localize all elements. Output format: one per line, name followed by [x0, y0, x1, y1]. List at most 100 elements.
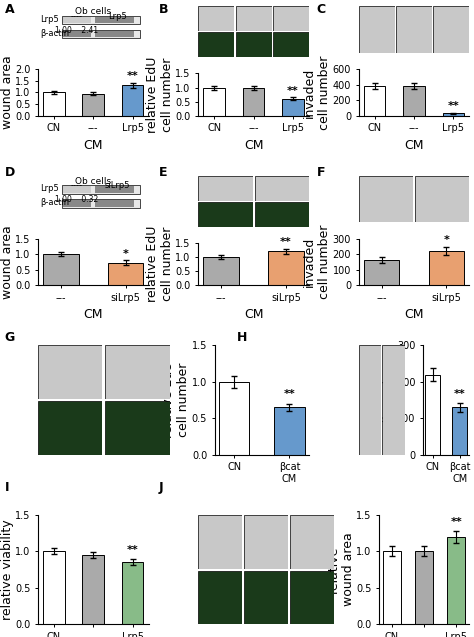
FancyBboxPatch shape: [38, 401, 102, 455]
FancyBboxPatch shape: [105, 345, 170, 399]
Bar: [268, 252, 304, 285]
Y-axis label: invaded
cell number: invaded cell number: [368, 363, 396, 437]
X-axis label: CM: CM: [404, 308, 424, 322]
Bar: [364, 86, 385, 116]
Text: *: *: [444, 236, 449, 245]
Bar: [364, 260, 400, 285]
Bar: [282, 99, 304, 116]
Text: Lrp5: Lrp5: [40, 15, 59, 24]
Text: C: C: [317, 3, 326, 16]
FancyBboxPatch shape: [198, 571, 242, 624]
Text: 1.00    2.41: 1.00 2.41: [55, 26, 98, 35]
Bar: [219, 382, 249, 455]
Text: siLrp5: siLrp5: [105, 182, 130, 190]
Text: H: H: [237, 331, 247, 344]
Y-axis label: invaded
cell number: invaded cell number: [303, 55, 331, 130]
Bar: [43, 552, 64, 624]
FancyBboxPatch shape: [62, 185, 140, 194]
FancyBboxPatch shape: [198, 176, 253, 201]
FancyBboxPatch shape: [359, 345, 381, 455]
Text: β-actin: β-actin: [40, 29, 69, 38]
Text: β-actin: β-actin: [40, 198, 69, 208]
Bar: [443, 113, 464, 116]
Text: F: F: [317, 166, 325, 178]
Text: ----: ----: [71, 182, 82, 190]
X-axis label: CM: CM: [244, 308, 264, 322]
Y-axis label: relative EdU
cell number: relative EdU cell number: [146, 226, 174, 303]
Text: Ob cells: Ob cells: [75, 7, 111, 17]
FancyBboxPatch shape: [382, 345, 405, 455]
X-axis label: CM: CM: [244, 139, 264, 152]
Bar: [122, 85, 144, 116]
Text: D: D: [5, 166, 15, 178]
Bar: [383, 552, 401, 624]
FancyBboxPatch shape: [290, 571, 334, 624]
Y-axis label: invaded
cell number: invaded cell number: [303, 225, 331, 299]
FancyBboxPatch shape: [62, 199, 140, 208]
Y-axis label: relative
wound area: relative wound area: [327, 533, 355, 606]
Text: I: I: [5, 481, 9, 494]
Bar: [108, 263, 144, 285]
Text: A: A: [5, 3, 14, 16]
FancyBboxPatch shape: [95, 200, 134, 206]
FancyBboxPatch shape: [359, 6, 394, 53]
Bar: [428, 251, 464, 285]
Bar: [403, 86, 425, 116]
FancyBboxPatch shape: [62, 30, 140, 38]
FancyBboxPatch shape: [273, 32, 309, 57]
FancyBboxPatch shape: [359, 176, 413, 222]
Text: J: J: [159, 481, 164, 494]
FancyBboxPatch shape: [244, 515, 288, 568]
FancyBboxPatch shape: [244, 571, 288, 624]
Text: Ob cells: Ob cells: [75, 177, 111, 186]
FancyBboxPatch shape: [38, 345, 102, 399]
Y-axis label: relative EdU
cell number: relative EdU cell number: [146, 57, 174, 132]
FancyBboxPatch shape: [236, 6, 272, 31]
Bar: [425, 375, 440, 455]
Text: **: **: [127, 545, 138, 555]
FancyBboxPatch shape: [64, 186, 91, 192]
Text: Lrp5: Lrp5: [108, 12, 127, 21]
FancyBboxPatch shape: [64, 200, 91, 206]
Text: 1.00    0.32: 1.00 0.32: [55, 196, 98, 204]
Text: E: E: [159, 166, 167, 178]
Bar: [203, 257, 239, 285]
Y-axis label: relative EdU
cell number: relative EdU cell number: [163, 362, 191, 438]
Text: *: *: [123, 248, 128, 259]
Y-axis label: relative
wound area: relative wound area: [0, 225, 14, 299]
FancyBboxPatch shape: [255, 176, 309, 201]
FancyBboxPatch shape: [62, 16, 140, 24]
Text: B: B: [159, 3, 168, 16]
FancyBboxPatch shape: [198, 32, 234, 57]
FancyBboxPatch shape: [433, 6, 469, 53]
Bar: [447, 537, 465, 624]
FancyBboxPatch shape: [105, 401, 170, 455]
Text: Lrp5: Lrp5: [40, 184, 59, 194]
FancyBboxPatch shape: [198, 6, 234, 31]
FancyBboxPatch shape: [95, 31, 134, 37]
FancyBboxPatch shape: [64, 31, 91, 37]
FancyBboxPatch shape: [290, 515, 334, 568]
Bar: [452, 407, 467, 455]
Bar: [43, 92, 64, 116]
Y-axis label: MTT
relative viability: MTT relative viability: [0, 519, 14, 620]
FancyBboxPatch shape: [95, 186, 134, 192]
X-axis label: CM: CM: [83, 139, 103, 152]
Text: **: **: [283, 389, 295, 399]
Bar: [203, 87, 225, 116]
FancyBboxPatch shape: [415, 176, 469, 222]
FancyBboxPatch shape: [396, 6, 432, 53]
Text: **: **: [450, 517, 462, 527]
Bar: [274, 407, 305, 455]
FancyBboxPatch shape: [198, 202, 253, 227]
Bar: [122, 562, 144, 624]
X-axis label: CM: CM: [404, 139, 424, 152]
FancyBboxPatch shape: [255, 202, 309, 227]
Bar: [82, 555, 104, 624]
FancyBboxPatch shape: [95, 17, 134, 23]
Bar: [43, 254, 79, 285]
Bar: [243, 87, 264, 116]
FancyBboxPatch shape: [273, 6, 309, 31]
Text: G: G: [5, 331, 15, 344]
FancyBboxPatch shape: [236, 32, 272, 57]
